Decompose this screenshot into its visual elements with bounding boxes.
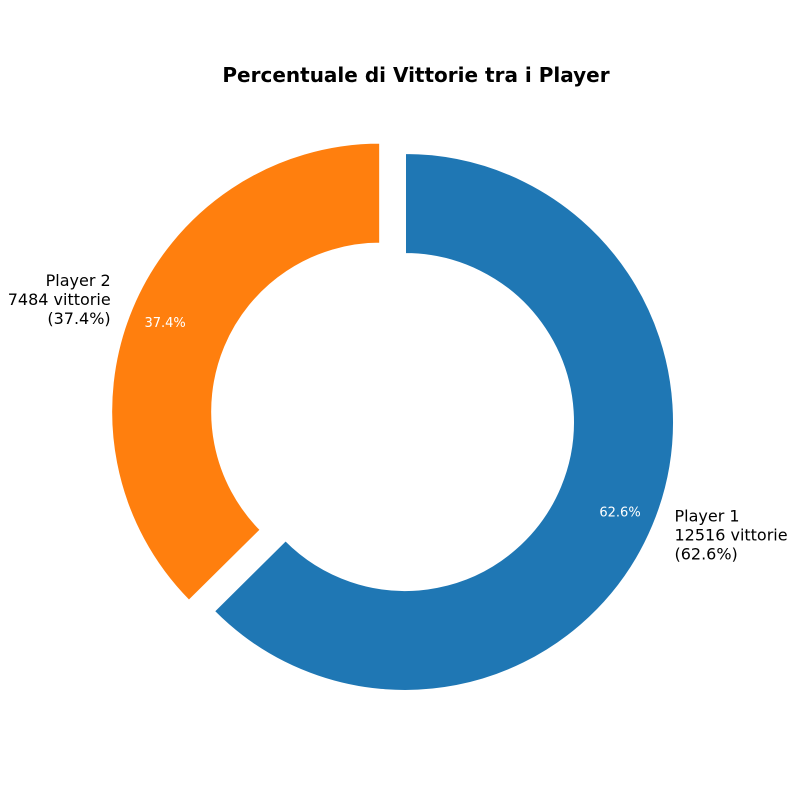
slice-label-line: (37.4%) <box>47 309 110 328</box>
chart-title: Percentuale di Vittorie tra i Player <box>222 63 609 87</box>
slice-label-line: 12516 vittorie <box>674 525 787 544</box>
slice-player-1 <box>212 151 675 692</box>
slice-label-line: 7484 vittorie <box>8 290 111 309</box>
slice-label-line: Player 1 <box>674 506 739 525</box>
labels-group: 62.6% Player 1 12516 vittorie (62.6%) 37.4% P… <box>8 271 788 563</box>
slice-label-line: (62.6%) <box>674 544 737 563</box>
percent-label: 62.6% <box>599 506 640 521</box>
slice-label: Player 2 7484 vittorie (37.4%) <box>8 271 111 328</box>
slices-group <box>110 141 675 692</box>
slice-label: Player 1 12516 vittorie (62.6%) <box>674 506 787 563</box>
slice-label-line: Player 2 <box>46 271 111 290</box>
percent-label: 37.4% <box>144 316 185 331</box>
slice-player-2 <box>110 141 382 603</box>
